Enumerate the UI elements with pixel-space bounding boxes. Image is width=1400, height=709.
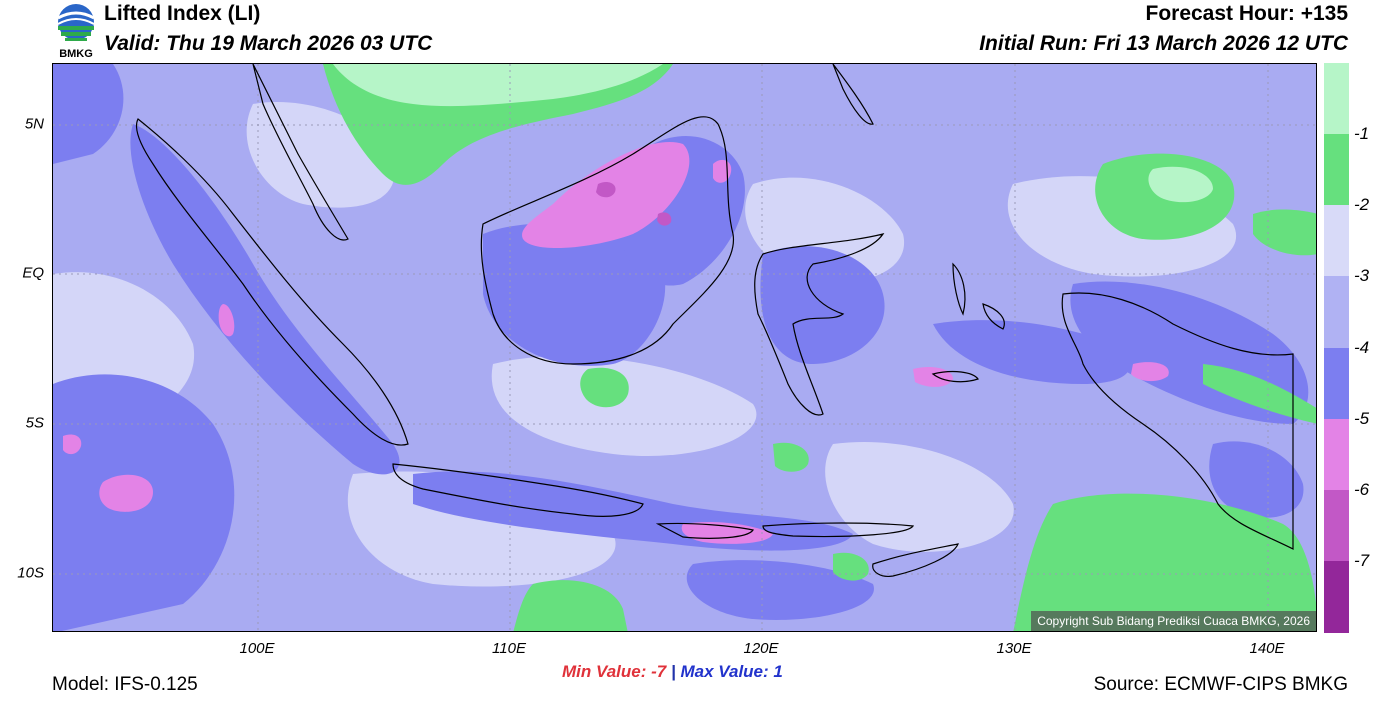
magenta-field-regions	[63, 142, 1169, 544]
lat-label-10s: 10S	[17, 564, 44, 582]
colorbar-label: -3	[1354, 266, 1370, 286]
min-label: Min Value:	[562, 662, 647, 681]
bmkg-logo: BMKG	[52, 2, 100, 60]
initial-run: Initial Run: Fri 13 March 2026 12 UTC	[979, 32, 1348, 55]
colorbar-segment	[1324, 205, 1349, 277]
lat-label-5n: 5N	[24, 115, 44, 133]
lightgreen-field-regions	[333, 64, 1213, 203]
coastlines	[135, 64, 1294, 577]
colorbar-label: -6	[1354, 479, 1370, 499]
min-value: -7	[651, 662, 667, 681]
gridlines	[53, 64, 1316, 631]
colorbar	[1324, 63, 1349, 633]
lon-label-100e: 100E	[239, 640, 275, 657]
colorbar-label: -4	[1354, 337, 1370, 357]
lon-label-120e: 120E	[743, 640, 779, 657]
colorbar-segment	[1324, 63, 1349, 135]
logo-text: BMKG	[59, 48, 93, 60]
min-max-summary: Min Value: -7 | Max Value: 1	[562, 662, 783, 682]
colorbar-segment	[1324, 418, 1349, 491]
minmax-separator: |	[670, 662, 676, 681]
source-label: Source: ECMWF-CIPS BMKG	[1093, 674, 1348, 695]
colorbar-segment	[1324, 560, 1349, 633]
valid-time: Valid: Thu 19 March 2026 03 UTC	[104, 32, 433, 55]
lon-label-140e: 140E	[1249, 640, 1285, 657]
copyright-label: Copyright Sub Bidang Prediksi Cuaca BMKG…	[1031, 611, 1316, 631]
lifted-index-map: Copyright Sub Bidang Prediksi Cuaca BMKG…	[52, 63, 1317, 632]
colorbar-label: -1	[1354, 124, 1370, 144]
colorbar-label: -7	[1354, 550, 1370, 570]
lat-label-5s: 5S	[25, 414, 44, 432]
max-label: Max Value:	[680, 662, 769, 681]
purple-field-spots	[596, 181, 672, 226]
colorbar-segment	[1324, 347, 1349, 420]
forecast-hour: Forecast Hour: +135	[1145, 2, 1349, 25]
model-label: Model: IFS-0.125	[52, 674, 198, 695]
colorbar-segment	[1324, 134, 1349, 206]
max-value: 1	[773, 662, 783, 681]
lat-label-eq: EQ	[22, 264, 44, 282]
lon-label-130e: 130E	[996, 640, 1032, 657]
colorbar-label: -5	[1354, 408, 1370, 428]
colorbar-segment	[1324, 489, 1349, 562]
green-field-regions	[323, 64, 1316, 631]
lon-label-110e: 110E	[492, 640, 526, 657]
map-canvas	[53, 64, 1316, 631]
light-field-regions	[53, 102, 1295, 587]
chart-title: Lifted Index (LI)	[104, 2, 261, 25]
colorbar-label: -2	[1354, 195, 1370, 215]
colorbar-segment	[1324, 276, 1349, 348]
